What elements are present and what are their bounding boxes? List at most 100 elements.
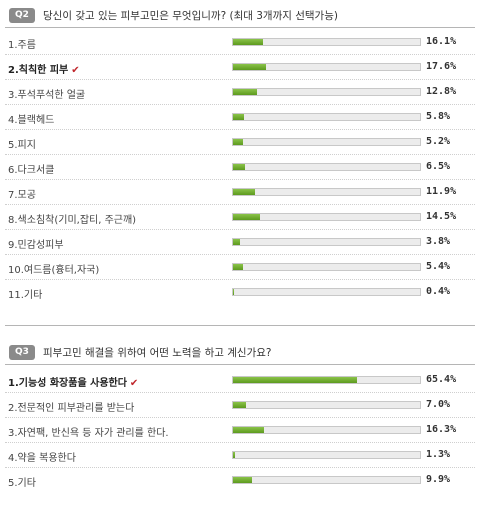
q2-category-text: 5.피지	[8, 140, 36, 151]
q2-badge: Q2	[9, 7, 35, 23]
q2-category-text: 11.기타	[8, 290, 43, 301]
q2-bar-track	[232, 88, 421, 96]
q2-category-text: 1.주름	[8, 40, 36, 51]
q2-value-label: 6.5%	[426, 161, 451, 172]
q3-category-text: 5.기타	[8, 478, 36, 489]
q2-row: 6.다크서클 6.5%	[5, 155, 475, 180]
q3-bar	[233, 427, 264, 433]
q2-category-label: 6.다크서클	[8, 161, 54, 176]
q2-category-text: 2.칙칙한 피부	[8, 65, 69, 76]
q3-category-label: 5.기타	[8, 474, 36, 489]
q2-bar	[233, 89, 257, 95]
q2-category-text: 6.다크서클	[8, 165, 55, 176]
q2-header: Q2 당신이 갖고 있는 피부고민은 무엇입니까? (최대 3개까지 선택가능)	[5, 4, 475, 26]
q2-bar-track	[232, 163, 421, 171]
q2-value-label: 16.1%	[426, 36, 457, 47]
q2-row: 2.칙칙한 피부 ✔ 17.6%	[5, 55, 475, 80]
q2-bar	[233, 264, 243, 270]
q2-row: 9.민감성피부 3.8%	[5, 230, 475, 255]
q2-bar-track	[232, 263, 421, 271]
q3-rule	[5, 364, 475, 365]
q2-category-text: 4.블랙헤드	[8, 115, 55, 126]
q2-category-label: 4.블랙헤드	[8, 111, 54, 126]
q3-row: 1.기능성 화장품을 사용한다 ✔ 65.4%	[5, 368, 475, 393]
q2-value-label: 3.8%	[426, 236, 451, 247]
q2-category-label: 11.기타	[8, 286, 42, 301]
q2-bar	[233, 214, 260, 220]
q3-category-label: 4.약을 복용한다	[8, 449, 76, 464]
q2-bar	[233, 114, 244, 120]
q3-bar	[233, 452, 235, 458]
q2-category-label: 9.민감성피부	[8, 236, 64, 251]
q2-category-text: 9.민감성피부	[8, 240, 64, 251]
section-divider	[5, 325, 475, 326]
q2-category-label: 8.색소침착(기미,잡티, 주근깨)	[8, 211, 136, 226]
q2-title: 당신이 갖고 있는 피부고민은 무엇입니까? (최대 3개까지 선택가능)	[43, 9, 338, 22]
q3-row: 3.자연팩, 반신욕 등 자가 관리를 한다. 16.3%	[5, 418, 475, 443]
q2-bar	[233, 289, 234, 295]
q2-row: 5.피지 5.2%	[5, 130, 475, 155]
q3-category-label: 2.전문적인 피부관리를 받는다	[8, 399, 134, 414]
q2-row: 3.푸석푸석한 얼굴 12.8%	[5, 80, 475, 105]
q2-category-label: 5.피지	[8, 136, 36, 151]
q3-bar-track	[232, 401, 421, 409]
q3-value-label: 9.9%	[426, 474, 451, 485]
q2-value-label: 0.4%	[426, 286, 451, 297]
q3-badge: Q3	[9, 344, 35, 360]
q2-row: 4.블랙헤드 5.8%	[5, 105, 475, 130]
q3-category-text: 2.전문적인 피부관리를 받는다	[8, 403, 135, 414]
q2-bar-track	[232, 138, 421, 146]
q2-bar-track	[232, 188, 421, 196]
q2-value-label: 12.8%	[426, 86, 457, 97]
q3-bar-track	[232, 451, 421, 459]
q2-value-label: 17.6%	[426, 61, 457, 72]
q2-category-text: 3.푸석푸석한 얼굴	[8, 90, 86, 101]
q2-category-text: 7.모공	[8, 190, 36, 201]
q3-row: 5.기타 9.9%	[5, 468, 475, 493]
q3-bar	[233, 402, 246, 408]
q2-category-label: 7.모공	[8, 186, 36, 201]
q2-bar-track	[232, 113, 421, 121]
q2-row: 8.색소침착(기미,잡티, 주근깨) 14.5%	[5, 205, 475, 230]
q2-bar	[233, 64, 266, 70]
q3-bar-track	[232, 426, 421, 434]
q2-bar	[233, 164, 245, 170]
q2-bar-track	[232, 63, 421, 71]
q2-category-label: 3.푸석푸석한 얼굴	[8, 86, 85, 101]
q3-category-label: 3.자연팩, 반신욕 등 자가 관리를 한다.	[8, 424, 169, 439]
q2-category-text: 8.색소침착(기미,잡티, 주근깨)	[8, 215, 137, 226]
q3-value-label: 16.3%	[426, 424, 457, 435]
q3-row: 4.약을 복용한다 1.3%	[5, 443, 475, 468]
q2-row: 7.모공 11.9%	[5, 180, 475, 205]
q2-value-label: 5.2%	[426, 136, 451, 147]
q2-value-label: 14.5%	[426, 211, 457, 222]
q2-bar	[233, 139, 243, 145]
q2-bar-track	[232, 38, 421, 46]
q3-bar-track	[232, 376, 421, 384]
q2-category-label: 1.주름	[8, 36, 36, 51]
check-icon: ✔	[71, 65, 80, 76]
q3-bar	[233, 377, 357, 383]
q2-category-text: 10.여드름(흉터,자국)	[8, 265, 100, 276]
q2-bar-track	[232, 288, 421, 296]
q2-value-label: 5.4%	[426, 261, 451, 272]
q3-value-label: 65.4%	[426, 374, 457, 385]
q3-row: 2.전문적인 피부관리를 받는다 7.0%	[5, 393, 475, 418]
q2-row: 11.기타 0.4%	[5, 280, 475, 305]
check-icon: ✔	[129, 378, 139, 389]
q3-title: 피부고민 해결을 위하여 어떤 노력을 하고 계신가요?	[43, 346, 272, 359]
q3-category-label: 1.기능성 화장품을 사용한다 ✔	[8, 374, 138, 389]
q2-category-label: 10.여드름(흉터,자국)	[8, 261, 99, 276]
q2-bar	[233, 239, 240, 245]
q3-bar-track	[232, 476, 421, 484]
q2-row: 1.주름 16.1%	[5, 30, 475, 55]
q3-category-text: 3.자연팩, 반신욕 등 자가 관리를 한다.	[8, 428, 169, 439]
q3-value-label: 7.0%	[426, 399, 451, 410]
q2-row: 10.여드름(흉터,자국) 5.4%	[5, 255, 475, 280]
q2-bar	[233, 189, 255, 195]
q2-category-label: 2.칙칙한 피부 ✔	[8, 61, 80, 76]
q3-value-label: 1.3%	[426, 449, 451, 460]
q2-bar-track	[232, 238, 421, 246]
q3-header: Q3 피부고민 해결을 위하여 어떤 노력을 하고 계신가요?	[5, 341, 475, 363]
q2-value-label: 11.9%	[426, 186, 457, 197]
